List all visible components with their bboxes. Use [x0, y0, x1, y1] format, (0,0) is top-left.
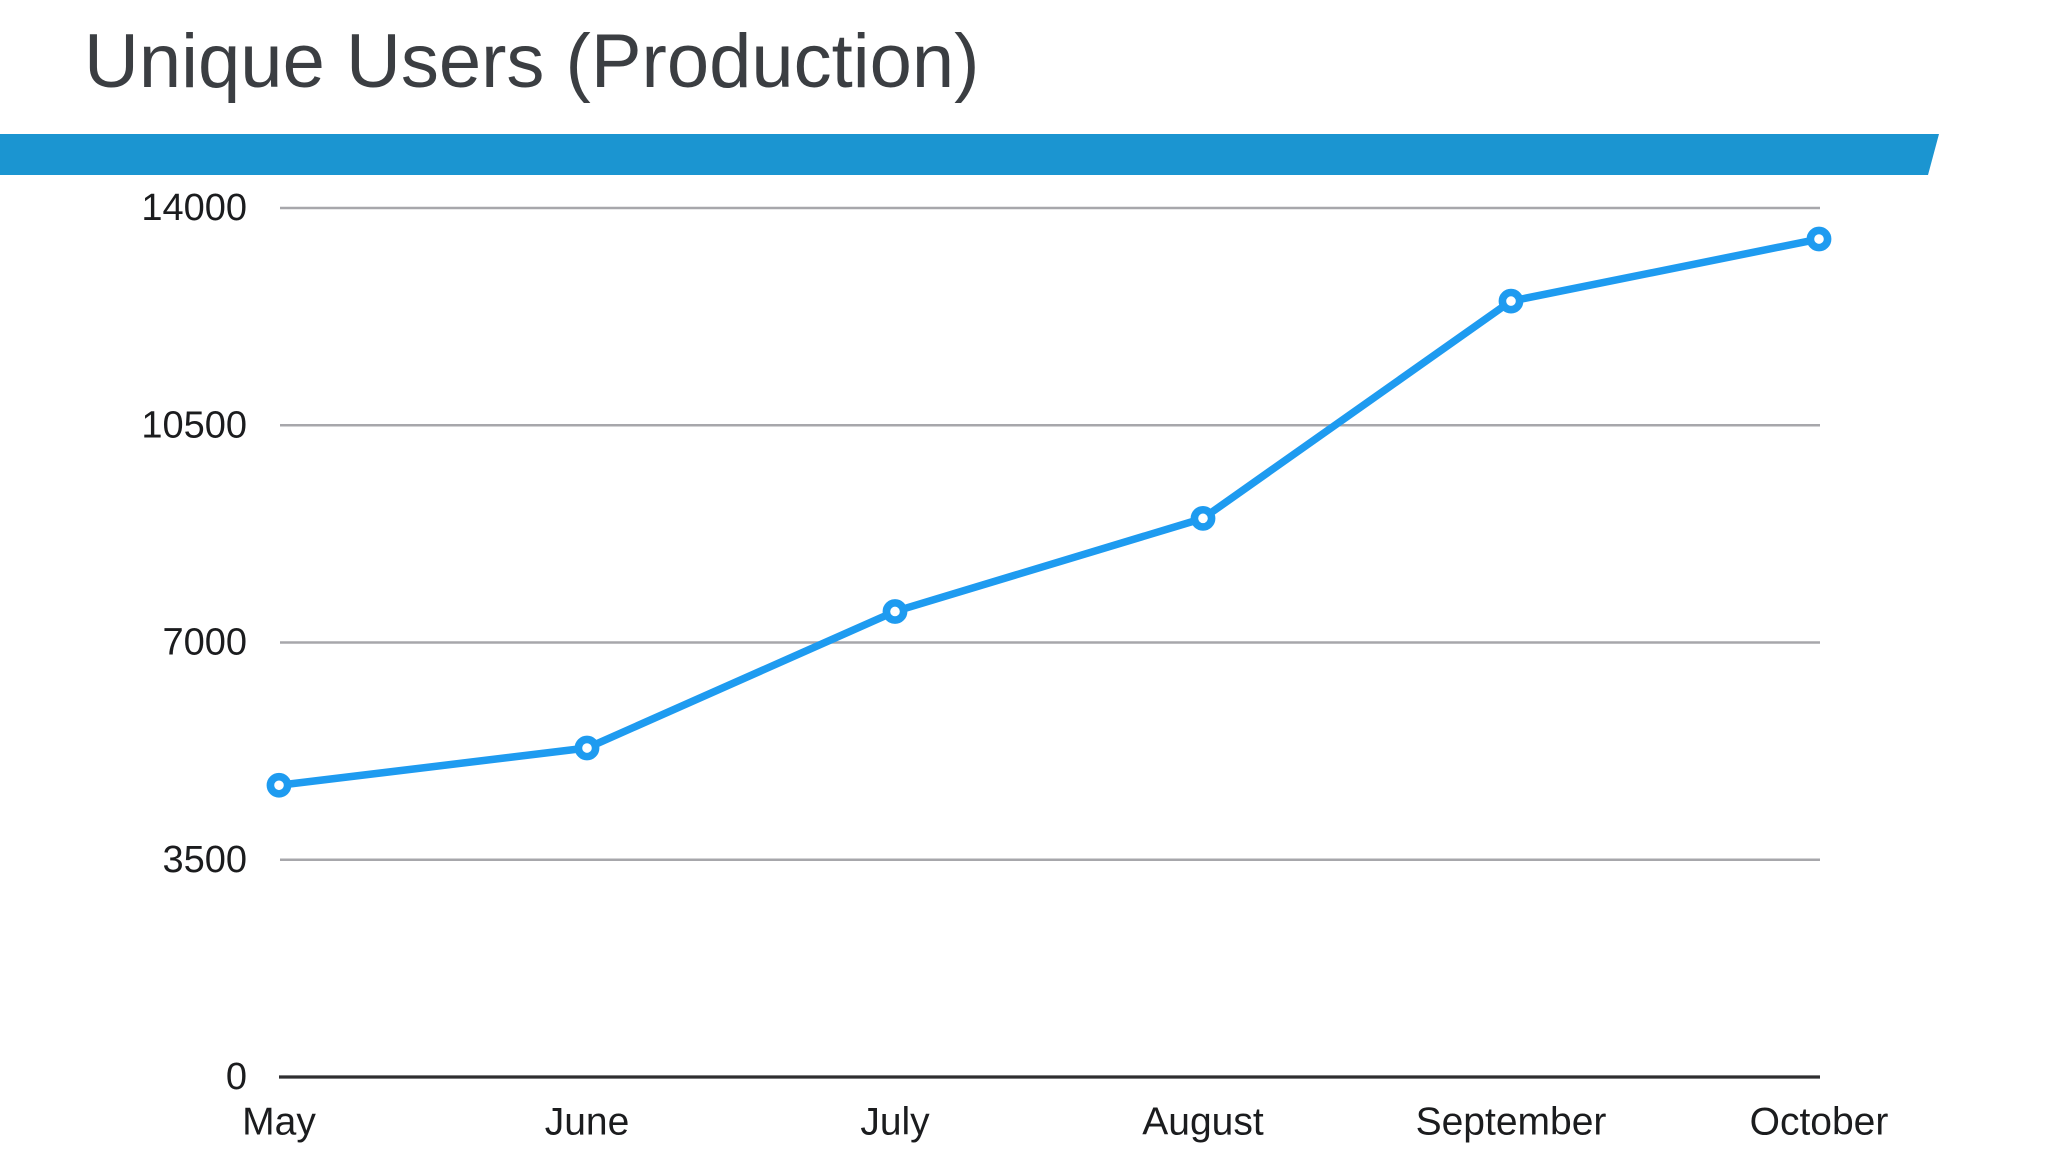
data-point-september: [1498, 288, 1524, 314]
x-tick-label-august: August: [1142, 1101, 1264, 1144]
data-point-july: [882, 599, 908, 624]
y-tick-label: 3500: [162, 839, 247, 881]
x-tick-label-july: July: [860, 1101, 930, 1144]
x-tick-label-june: June: [545, 1101, 630, 1144]
page-title: Unique Users (Production): [84, 19, 980, 104]
data-point-october: [1806, 226, 1832, 252]
series-line: [275, 235, 1823, 790]
x-tick-label-may: May: [242, 1101, 316, 1144]
data-point-june: [574, 735, 600, 761]
x-tick-label-september: September: [1416, 1101, 1607, 1144]
y-tick-label: 7000: [162, 622, 247, 664]
accent-bar: [0, 134, 1939, 175]
y-tick-label: 10500: [141, 404, 247, 446]
y-tick-label: 14000: [141, 187, 247, 229]
data-point-august: [1190, 505, 1216, 531]
x-tick-label-october: October: [1750, 1101, 1889, 1144]
data-point-may: [266, 772, 292, 798]
y-tick-label: 0: [226, 1056, 247, 1098]
